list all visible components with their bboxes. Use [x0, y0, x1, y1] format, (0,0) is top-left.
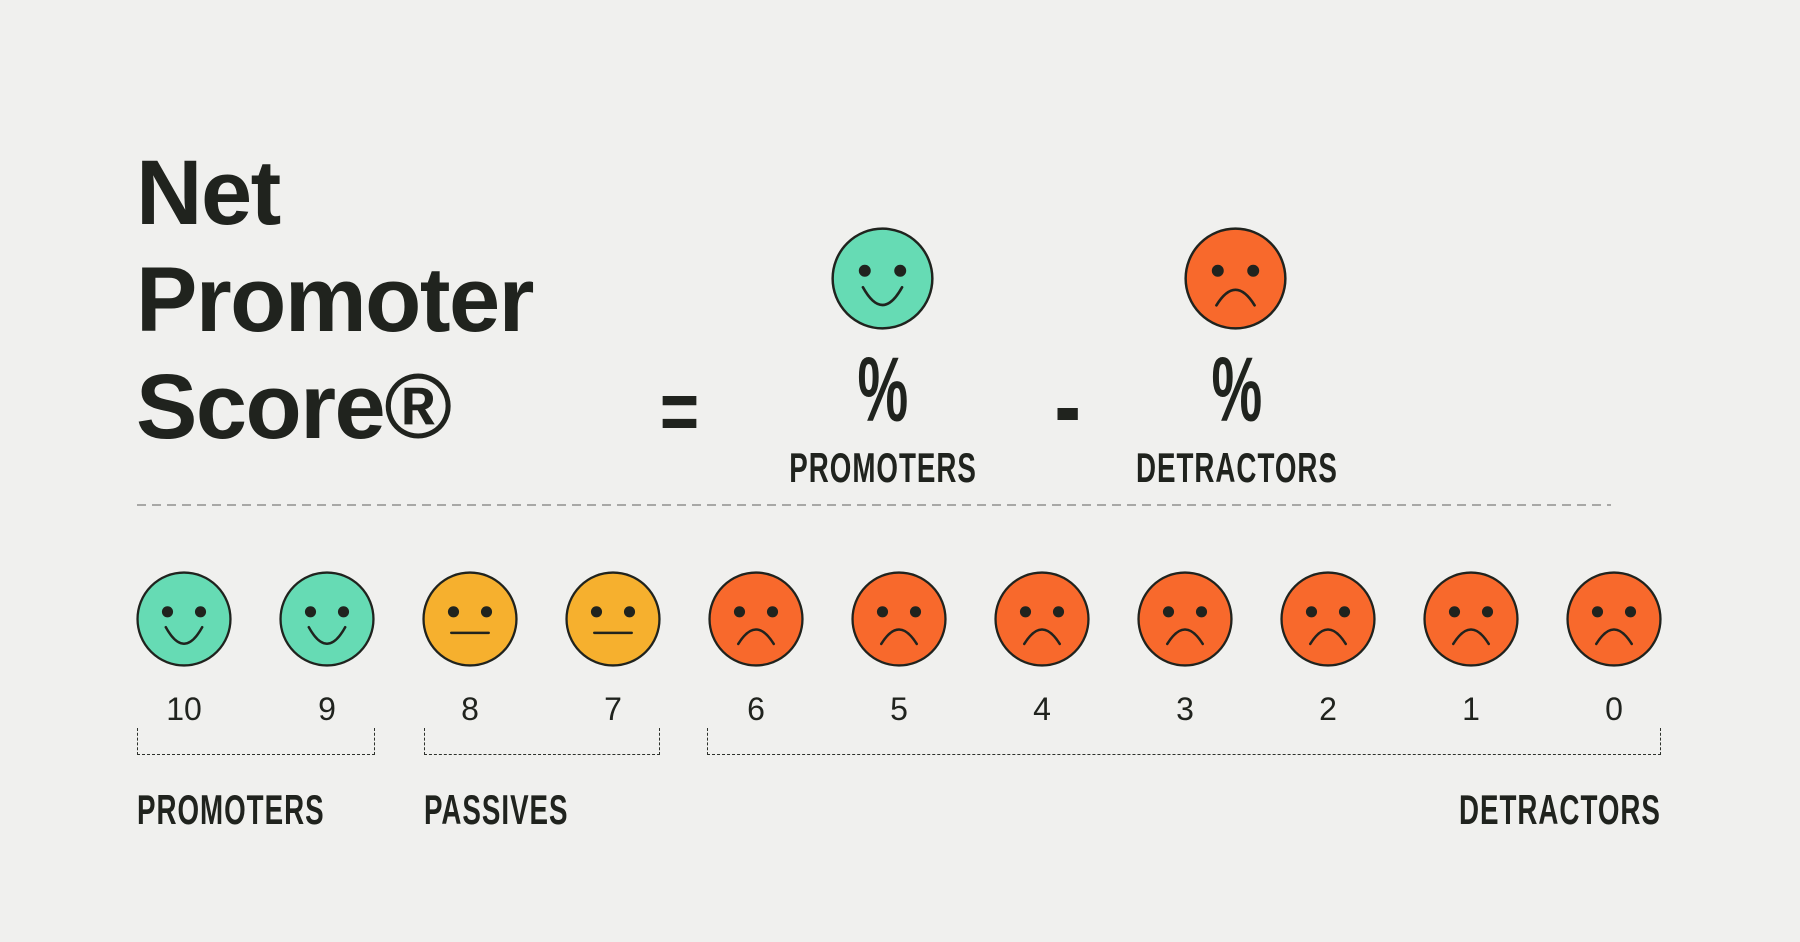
scale-value: 7: [604, 691, 622, 727]
sad-face-icon: [1280, 571, 1376, 667]
dashed-divider: [137, 504, 1611, 506]
scale-value: 9: [318, 691, 336, 727]
promoters-group-label: PROMOTERS: [137, 786, 325, 833]
equation-promoters-label: PROMOTERS: [789, 444, 977, 491]
minus-sign: -: [1008, 356, 1128, 456]
scale-value: 2: [1319, 691, 1337, 727]
happy-face-icon: [831, 227, 934, 330]
scale-item-4: 4: [994, 571, 1090, 725]
promoters-bracket: [137, 728, 375, 755]
page-title: Net Promoter Score®: [136, 140, 756, 461]
neutral-face-icon: [422, 571, 518, 667]
neutral-face-icon: [565, 571, 661, 667]
sad-face-icon: [1423, 571, 1519, 667]
scale-item-7: 7: [565, 571, 661, 725]
rating-scale: 10 9 8 7 6 5 4 3: [136, 571, 1662, 725]
happy-face-icon: [279, 571, 375, 667]
passives-group-label: PASSIVES: [424, 786, 569, 833]
scale-value: 6: [747, 691, 765, 727]
title-line-1: Net: [136, 142, 281, 244]
scale-item-9: 9: [279, 571, 375, 725]
scale-item-2: 2: [1280, 571, 1376, 725]
scale-item-5: 5: [851, 571, 947, 725]
scale-value: 4: [1033, 691, 1051, 727]
scale-value: 0: [1605, 691, 1623, 727]
sad-face-icon: [1184, 227, 1287, 330]
detractors-percent-sign: %: [1127, 344, 1347, 436]
scale-value: 10: [166, 691, 202, 727]
scale-value: 3: [1176, 691, 1194, 727]
title-line-3: Score®: [136, 356, 452, 458]
scale-item-8: 8: [422, 571, 518, 725]
title-line-2: Promoter: [136, 249, 534, 351]
passives-bracket: [424, 728, 660, 755]
scale-value: 5: [890, 691, 908, 727]
scale-value: 1: [1462, 691, 1480, 727]
sad-face-icon: [1566, 571, 1662, 667]
sad-face-icon: [994, 571, 1090, 667]
happy-face-icon: [136, 571, 232, 667]
sad-face-icon: [1137, 571, 1233, 667]
scale-value: 8: [461, 691, 479, 727]
minus-glyph: -: [1054, 350, 1082, 462]
sad-face-icon: [708, 571, 804, 667]
percent-glyph: %: [857, 339, 909, 441]
scale-item-3: 3: [1137, 571, 1233, 725]
promoters-percent-sign: %: [773, 344, 993, 436]
equation-detractors-label: DETRACTORS: [1136, 444, 1338, 491]
equals-glyph: =: [660, 364, 700, 458]
percent-glyph: %: [1211, 339, 1263, 441]
sad-face-icon: [851, 571, 947, 667]
detractors-bracket: [707, 728, 1661, 755]
scale-item-1: 1: [1423, 571, 1519, 725]
equals-sign: =: [620, 369, 740, 453]
scale-item-10: 10: [136, 571, 232, 725]
scale-item-6: 6: [708, 571, 804, 725]
scale-item-0: 0: [1566, 571, 1662, 725]
detractors-group-label: DETRACTORS: [1459, 786, 1661, 833]
